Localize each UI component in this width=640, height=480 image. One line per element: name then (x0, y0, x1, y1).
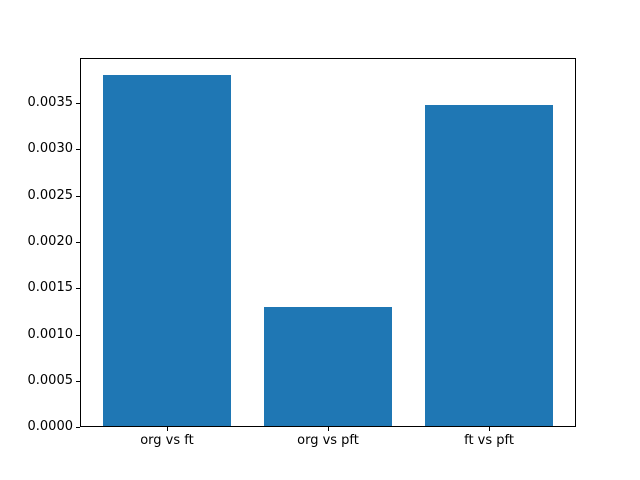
x-tick-mark (166, 427, 168, 432)
x-tick-label: org vs pft (297, 433, 359, 449)
y-tick-mark (76, 149, 80, 151)
y-tick-mark (76, 380, 80, 382)
bar-org-vs-ft (102, 75, 232, 428)
y-tick-mark (76, 241, 80, 243)
y-tick-label: 0.0030 (27, 141, 74, 157)
y-tick-label: 0.0000 (27, 419, 74, 435)
x-tick-mark (489, 427, 491, 432)
y-tick-label: 0.0025 (27, 187, 74, 203)
y-tick-mark (76, 102, 80, 104)
y-tick-label: 0.0035 (27, 94, 74, 110)
y-tick-mark (76, 195, 80, 197)
x-tick-label: org vs ft (140, 433, 194, 449)
y-tick-mark (76, 427, 80, 429)
y-tick-mark (76, 334, 80, 336)
y-tick-label: 0.0005 (27, 372, 74, 388)
bar-ft-vs-pft (424, 104, 554, 428)
y-tick-mark (76, 288, 80, 290)
y-tick-label: 0.0020 (27, 233, 74, 249)
x-tick-mark (328, 427, 329, 432)
bar-org-vs-pft (263, 306, 393, 428)
y-tick-label: 0.0010 (27, 326, 74, 342)
x-tick-label: ft vs pft (464, 433, 514, 449)
y-tick-label: 0.0015 (27, 280, 74, 296)
